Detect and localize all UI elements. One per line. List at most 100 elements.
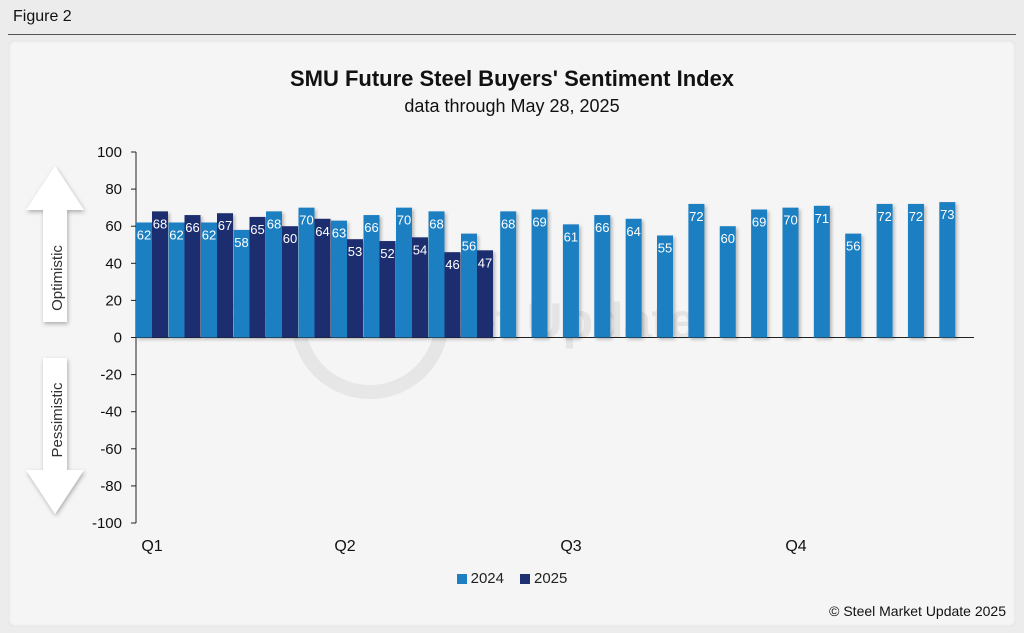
bar-2025 (477, 250, 493, 338)
figure-label: Figure 2 (13, 8, 72, 25)
x-tick-label: Q3 (560, 538, 581, 555)
bar-2024 (688, 203, 705, 338)
bar-2024 (907, 203, 924, 338)
bar-2024 (461, 233, 477, 338)
y-tick-label: -20 (100, 367, 122, 384)
bar-series (136, 202, 956, 338)
header-rule (8, 34, 1016, 35)
bar-2024-label: 58 (234, 235, 248, 250)
bar-2024-label: 62 (137, 227, 151, 242)
bar-2024 (719, 226, 736, 338)
bar-2024-label: 70 (397, 213, 411, 228)
bar-2024 (531, 209, 548, 338)
bar-2025-label: 53 (348, 244, 362, 259)
bar-2024 (298, 207, 315, 338)
quarter-labels: Q1 Q2 Q3 Q4 (141, 538, 806, 555)
legend-swatch-2025 (520, 573, 530, 584)
bar-2024-label: 60 (721, 231, 735, 246)
y-tick-label: 80 (105, 181, 122, 198)
bar-2024-label: 69 (532, 215, 546, 230)
pessimistic-arrow: Pessimistic (26, 358, 84, 514)
bar-2024-label: 70 (783, 213, 797, 228)
bar-2024 (876, 203, 893, 338)
bar-2025-label: 64 (315, 224, 329, 239)
bar-2025 (249, 216, 266, 338)
bar-2024-label: 72 (877, 209, 891, 224)
x-tick-label: Q1 (141, 538, 162, 555)
bar-2024-label: 66 (595, 220, 609, 235)
y-tick-label: 100 (97, 144, 122, 161)
y-tick-label: -60 (100, 441, 122, 458)
bar-2024 (845, 233, 862, 338)
legend-label-2025: 2025 (534, 570, 568, 587)
up-arrow-icon (26, 166, 84, 322)
chart-title: SMU Future Steel Buyers' Sentiment Index (289, 66, 735, 91)
y-tick-label: 0 (114, 330, 122, 347)
legend-item-2025: 2025 (520, 570, 567, 587)
bar-2024 (363, 215, 380, 338)
bar-2025 (217, 213, 233, 338)
y-tick-label: -80 (100, 478, 122, 495)
bar-2024-label: 56 (846, 239, 860, 254)
bar-2025-label: 54 (413, 242, 427, 257)
bar-2024-label: 64 (626, 224, 640, 239)
bar-2024 (500, 211, 517, 338)
bar-2024 (396, 207, 412, 338)
legend: 2024 2025 (0, 570, 1024, 587)
bar-2025-label: 52 (380, 246, 394, 261)
legend-item-2024: 2024 (456, 570, 504, 587)
bar-2024-label: 73 (940, 207, 954, 222)
y-tick-label: -100 (92, 515, 122, 532)
bar-2024 (201, 222, 217, 338)
bar-2025-label: 68 (153, 216, 167, 231)
bar-2024-label: 68 (501, 216, 515, 231)
bar-2024 (168, 222, 185, 338)
bar-2024-label: 63 (332, 226, 346, 241)
bar-2024-label: 70 (299, 213, 313, 228)
y-tick-label: 40 (105, 255, 122, 272)
bar-2025-label: 65 (250, 222, 264, 237)
bar-2024-label: 66 (364, 220, 378, 235)
bar-2024-label: 62 (169, 227, 183, 242)
x-tick-label: Q4 (785, 538, 806, 555)
bar-2024-label: 61 (564, 229, 578, 244)
bar-2025-label: 60 (283, 231, 297, 246)
y-tick-label: -40 (100, 404, 122, 421)
bar-2024 (428, 211, 445, 338)
bar-2025-label: 67 (218, 218, 232, 233)
chart-subtitle: data through May 28, 2025 (404, 96, 620, 116)
bar-2024 (594, 215, 611, 338)
bar-2025-label: 66 (185, 220, 199, 235)
bar-2024 (751, 209, 768, 338)
legend-label-2024: 2024 (470, 570, 504, 587)
bar-2025 (314, 218, 331, 338)
bar-2024 (625, 218, 642, 338)
y-tick-labels: 100 80 60 40 20 0 -20 -40 -60 -80 -100 (92, 144, 122, 532)
bar-2024-label: 72 (909, 209, 923, 224)
bar-2024 (813, 205, 830, 338)
bar-2024 (233, 229, 250, 338)
y-tick-label: 60 (105, 218, 122, 235)
down-arrow-icon (26, 358, 84, 514)
bar-2025 (347, 239, 363, 338)
bar-2024-label: 72 (689, 209, 703, 224)
pessimistic-label: Pessimistic (49, 382, 66, 458)
bar-2025-label: 46 (445, 257, 459, 272)
bar-2024-label: 69 (752, 215, 766, 230)
legend-swatch-2024 (456, 573, 467, 584)
bar-2024-label: 68 (429, 216, 443, 231)
copyright-notice: © Steel Market Update 2025 (829, 603, 1006, 619)
bar-2024-label: 55 (658, 240, 672, 255)
bar-2024-label: 56 (462, 239, 476, 254)
bar-2024 (657, 235, 674, 338)
optimistic-arrow: Optimistic (26, 166, 84, 322)
bar-2024-label: 71 (815, 211, 829, 226)
bar-2025 (282, 226, 298, 338)
bar-2025 (444, 252, 461, 338)
bar-2025 (184, 215, 201, 338)
bar-2024 (782, 207, 799, 338)
bar-2025 (412, 237, 428, 338)
bar-2024-label: 62 (202, 227, 216, 242)
